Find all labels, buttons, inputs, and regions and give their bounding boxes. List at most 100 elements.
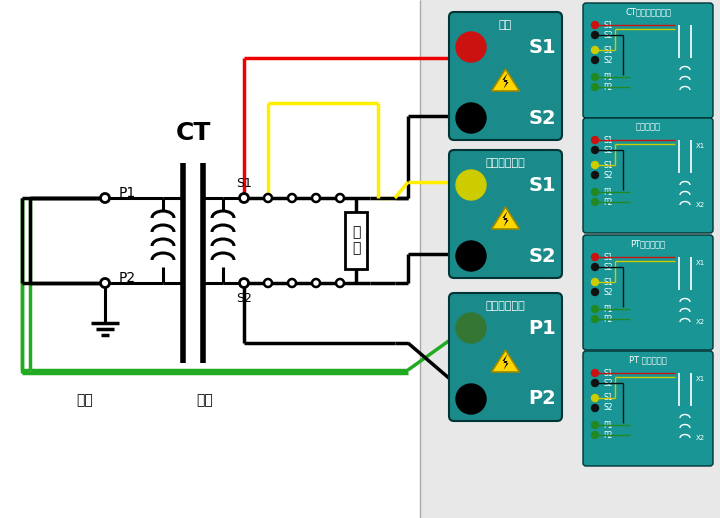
FancyBboxPatch shape	[583, 235, 713, 350]
Polygon shape	[492, 69, 520, 91]
Circle shape	[592, 162, 598, 168]
Text: 输出: 输出	[499, 20, 512, 30]
Circle shape	[592, 147, 598, 153]
Text: 一次: 一次	[76, 393, 94, 407]
Circle shape	[592, 47, 598, 53]
Text: P1: P1	[603, 188, 613, 196]
Text: P1: P1	[528, 319, 556, 338]
Circle shape	[592, 137, 598, 143]
Circle shape	[592, 32, 598, 38]
Circle shape	[264, 279, 272, 287]
Text: S2: S2	[603, 287, 613, 296]
Circle shape	[456, 241, 486, 271]
FancyBboxPatch shape	[583, 3, 713, 118]
Text: S2: S2	[236, 292, 252, 305]
Text: S1: S1	[603, 46, 613, 54]
Text: P2: P2	[603, 197, 613, 207]
Text: S1: S1	[603, 136, 613, 145]
Circle shape	[312, 194, 320, 202]
Text: X2: X2	[696, 202, 705, 208]
Circle shape	[101, 194, 109, 203]
Circle shape	[592, 56, 598, 64]
Text: X2: X2	[696, 435, 705, 441]
Circle shape	[456, 384, 486, 414]
Text: CT: CT	[175, 121, 211, 145]
Circle shape	[592, 395, 598, 401]
Circle shape	[336, 194, 344, 202]
Circle shape	[336, 279, 344, 287]
Text: P1: P1	[119, 186, 136, 200]
Text: P2: P2	[603, 430, 613, 439]
Text: P1: P1	[603, 305, 613, 313]
Text: S1: S1	[236, 177, 252, 190]
Text: S1: S1	[603, 161, 613, 169]
Text: S2: S2	[603, 146, 613, 154]
Text: S1: S1	[603, 368, 613, 378]
Text: S2: S2	[528, 108, 556, 127]
Circle shape	[592, 264, 598, 270]
Text: S2: S2	[603, 55, 613, 65]
Circle shape	[592, 315, 598, 323]
Circle shape	[456, 32, 486, 62]
Text: S1: S1	[603, 252, 613, 262]
Text: P2: P2	[119, 271, 136, 285]
Bar	[0, 0, 420, 518]
Text: X1: X1	[696, 376, 705, 382]
Text: S1: S1	[528, 37, 556, 56]
Text: S1: S1	[603, 21, 613, 30]
Text: X1: X1	[696, 143, 705, 149]
Text: PT励磁接线图: PT励磁接线图	[631, 239, 665, 249]
Polygon shape	[503, 211, 508, 227]
Circle shape	[456, 313, 486, 343]
Text: P1: P1	[603, 73, 613, 81]
Text: 输出电压测量: 输出电压测量	[485, 158, 526, 168]
Circle shape	[592, 289, 598, 295]
Text: 二次: 二次	[197, 393, 213, 407]
Circle shape	[240, 279, 248, 287]
Text: P2: P2	[603, 314, 613, 324]
FancyBboxPatch shape	[583, 118, 713, 233]
Circle shape	[592, 22, 598, 28]
FancyBboxPatch shape	[583, 351, 713, 466]
Polygon shape	[492, 207, 520, 229]
Circle shape	[592, 83, 598, 91]
Text: P1: P1	[603, 421, 613, 429]
FancyBboxPatch shape	[449, 12, 562, 140]
Polygon shape	[503, 73, 508, 89]
Text: S2: S2	[603, 404, 613, 412]
Text: P2: P2	[528, 390, 556, 409]
Text: S2: S2	[603, 263, 613, 271]
Circle shape	[592, 253, 598, 261]
Polygon shape	[503, 354, 508, 370]
Text: X1: X1	[696, 260, 705, 266]
Circle shape	[456, 103, 486, 133]
Circle shape	[592, 369, 598, 377]
Circle shape	[288, 194, 296, 202]
Text: 负
载: 负 载	[352, 225, 360, 255]
Circle shape	[592, 306, 598, 312]
Text: S1: S1	[603, 278, 613, 286]
Circle shape	[592, 422, 598, 428]
Circle shape	[264, 194, 272, 202]
Text: X2: X2	[696, 319, 705, 325]
Text: S1: S1	[528, 176, 556, 194]
Text: S2: S2	[603, 170, 613, 180]
Circle shape	[592, 74, 598, 80]
Circle shape	[592, 380, 598, 386]
Circle shape	[456, 170, 486, 200]
FancyBboxPatch shape	[449, 293, 562, 421]
Circle shape	[288, 279, 296, 287]
Text: S1: S1	[603, 394, 613, 402]
Circle shape	[592, 279, 598, 285]
Text: S2: S2	[603, 31, 613, 39]
Text: CT励磁变比接线图: CT励磁变比接线图	[625, 7, 671, 17]
Text: S2: S2	[528, 247, 556, 266]
Text: S2: S2	[603, 379, 613, 387]
FancyBboxPatch shape	[449, 150, 562, 278]
Circle shape	[592, 198, 598, 206]
Text: P2: P2	[603, 82, 613, 92]
Bar	[345, 212, 367, 269]
Polygon shape	[492, 350, 520, 372]
Circle shape	[592, 171, 598, 179]
Circle shape	[312, 279, 320, 287]
